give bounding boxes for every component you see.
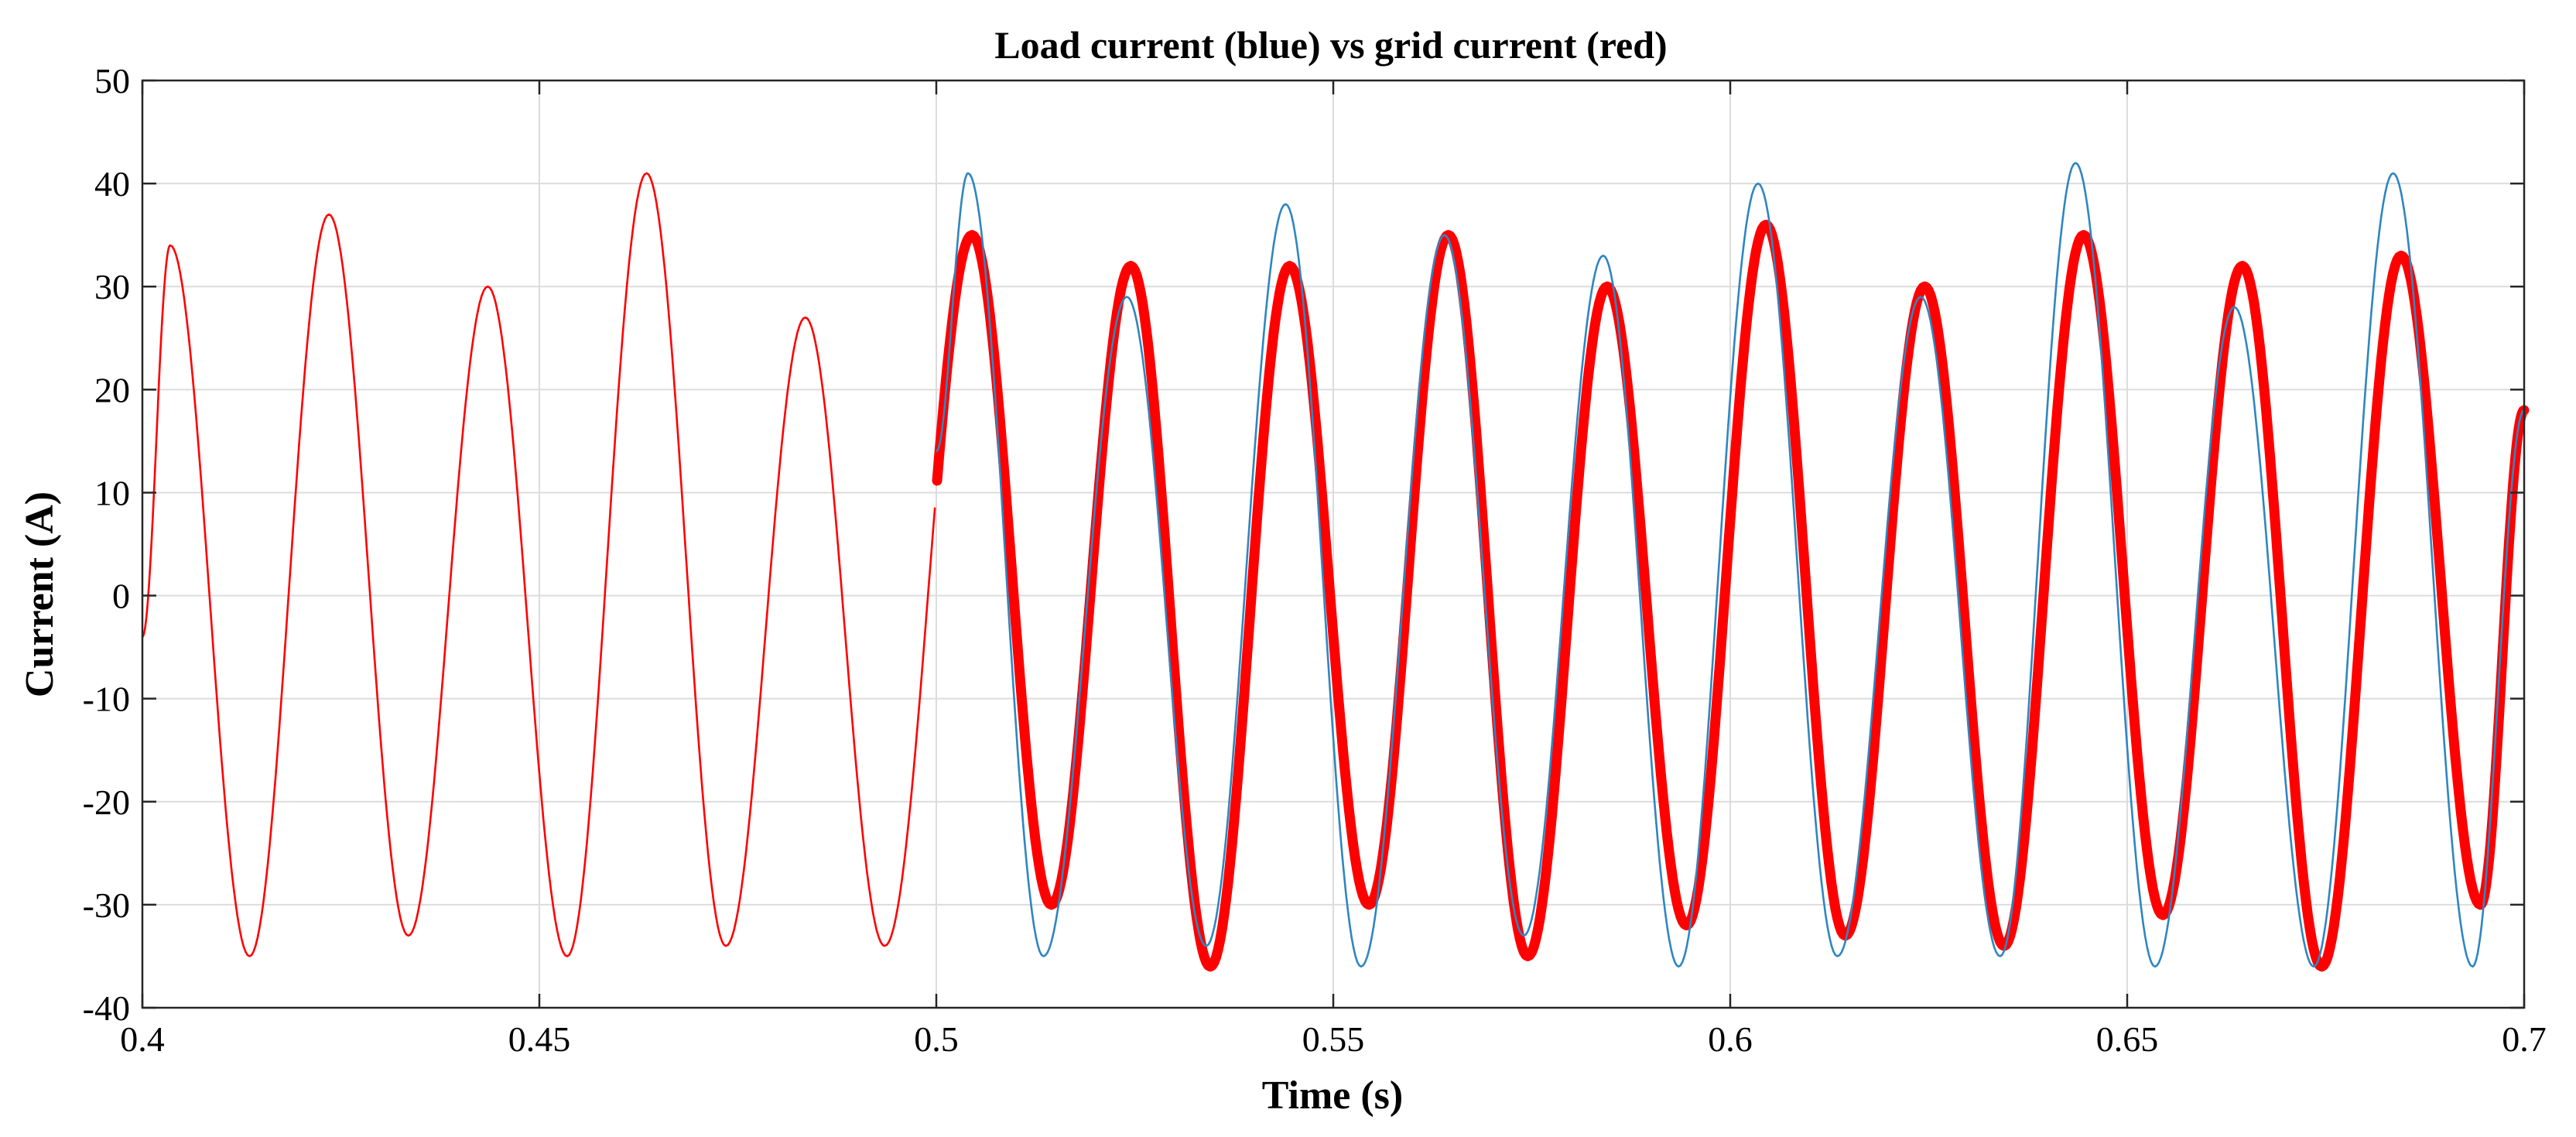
x-tick-label: 0.45 <box>508 1019 571 1059</box>
x-tick-label: 0.4 <box>120 1019 165 1059</box>
load-current-line <box>936 162 2525 968</box>
y-tick-label: -10 <box>83 680 130 719</box>
y-tick-label: 0 <box>112 577 130 616</box>
x-tick-label: 0.7 <box>2502 1019 2547 1059</box>
y-tick-label: 20 <box>94 370 130 409</box>
grid-current-line-ripple <box>932 219 2530 972</box>
x-axis-label: Time (s) <box>1262 1074 1403 1118</box>
y-tick-label: 10 <box>94 473 130 512</box>
axis-ticks: 0.4 0.45 0.5 0.55 0.6 0.65 0.7 50 40 30 20 10 0 -10 -2… <box>83 61 2547 1059</box>
y-tick-label: -30 <box>83 885 130 925</box>
y-axis-label: Current (A) <box>18 491 62 697</box>
y-tick-label: 30 <box>94 267 130 307</box>
chart-title: Load current (blue) vs grid current (red… <box>994 23 1667 67</box>
grid-current-line <box>142 172 936 957</box>
x-tick-label: 0.6 <box>1708 1019 1753 1059</box>
y-tick-label: -20 <box>83 783 130 822</box>
x-tick-label: 0.65 <box>2096 1019 2159 1059</box>
y-tick-label: -40 <box>83 988 130 1028</box>
x-tick-label: 0.5 <box>914 1019 959 1059</box>
x-tick-label: 0.55 <box>1302 1019 1365 1059</box>
y-tick-label: 40 <box>94 164 130 204</box>
plot-series <box>142 162 2530 972</box>
y-tick-label: 50 <box>94 61 130 101</box>
